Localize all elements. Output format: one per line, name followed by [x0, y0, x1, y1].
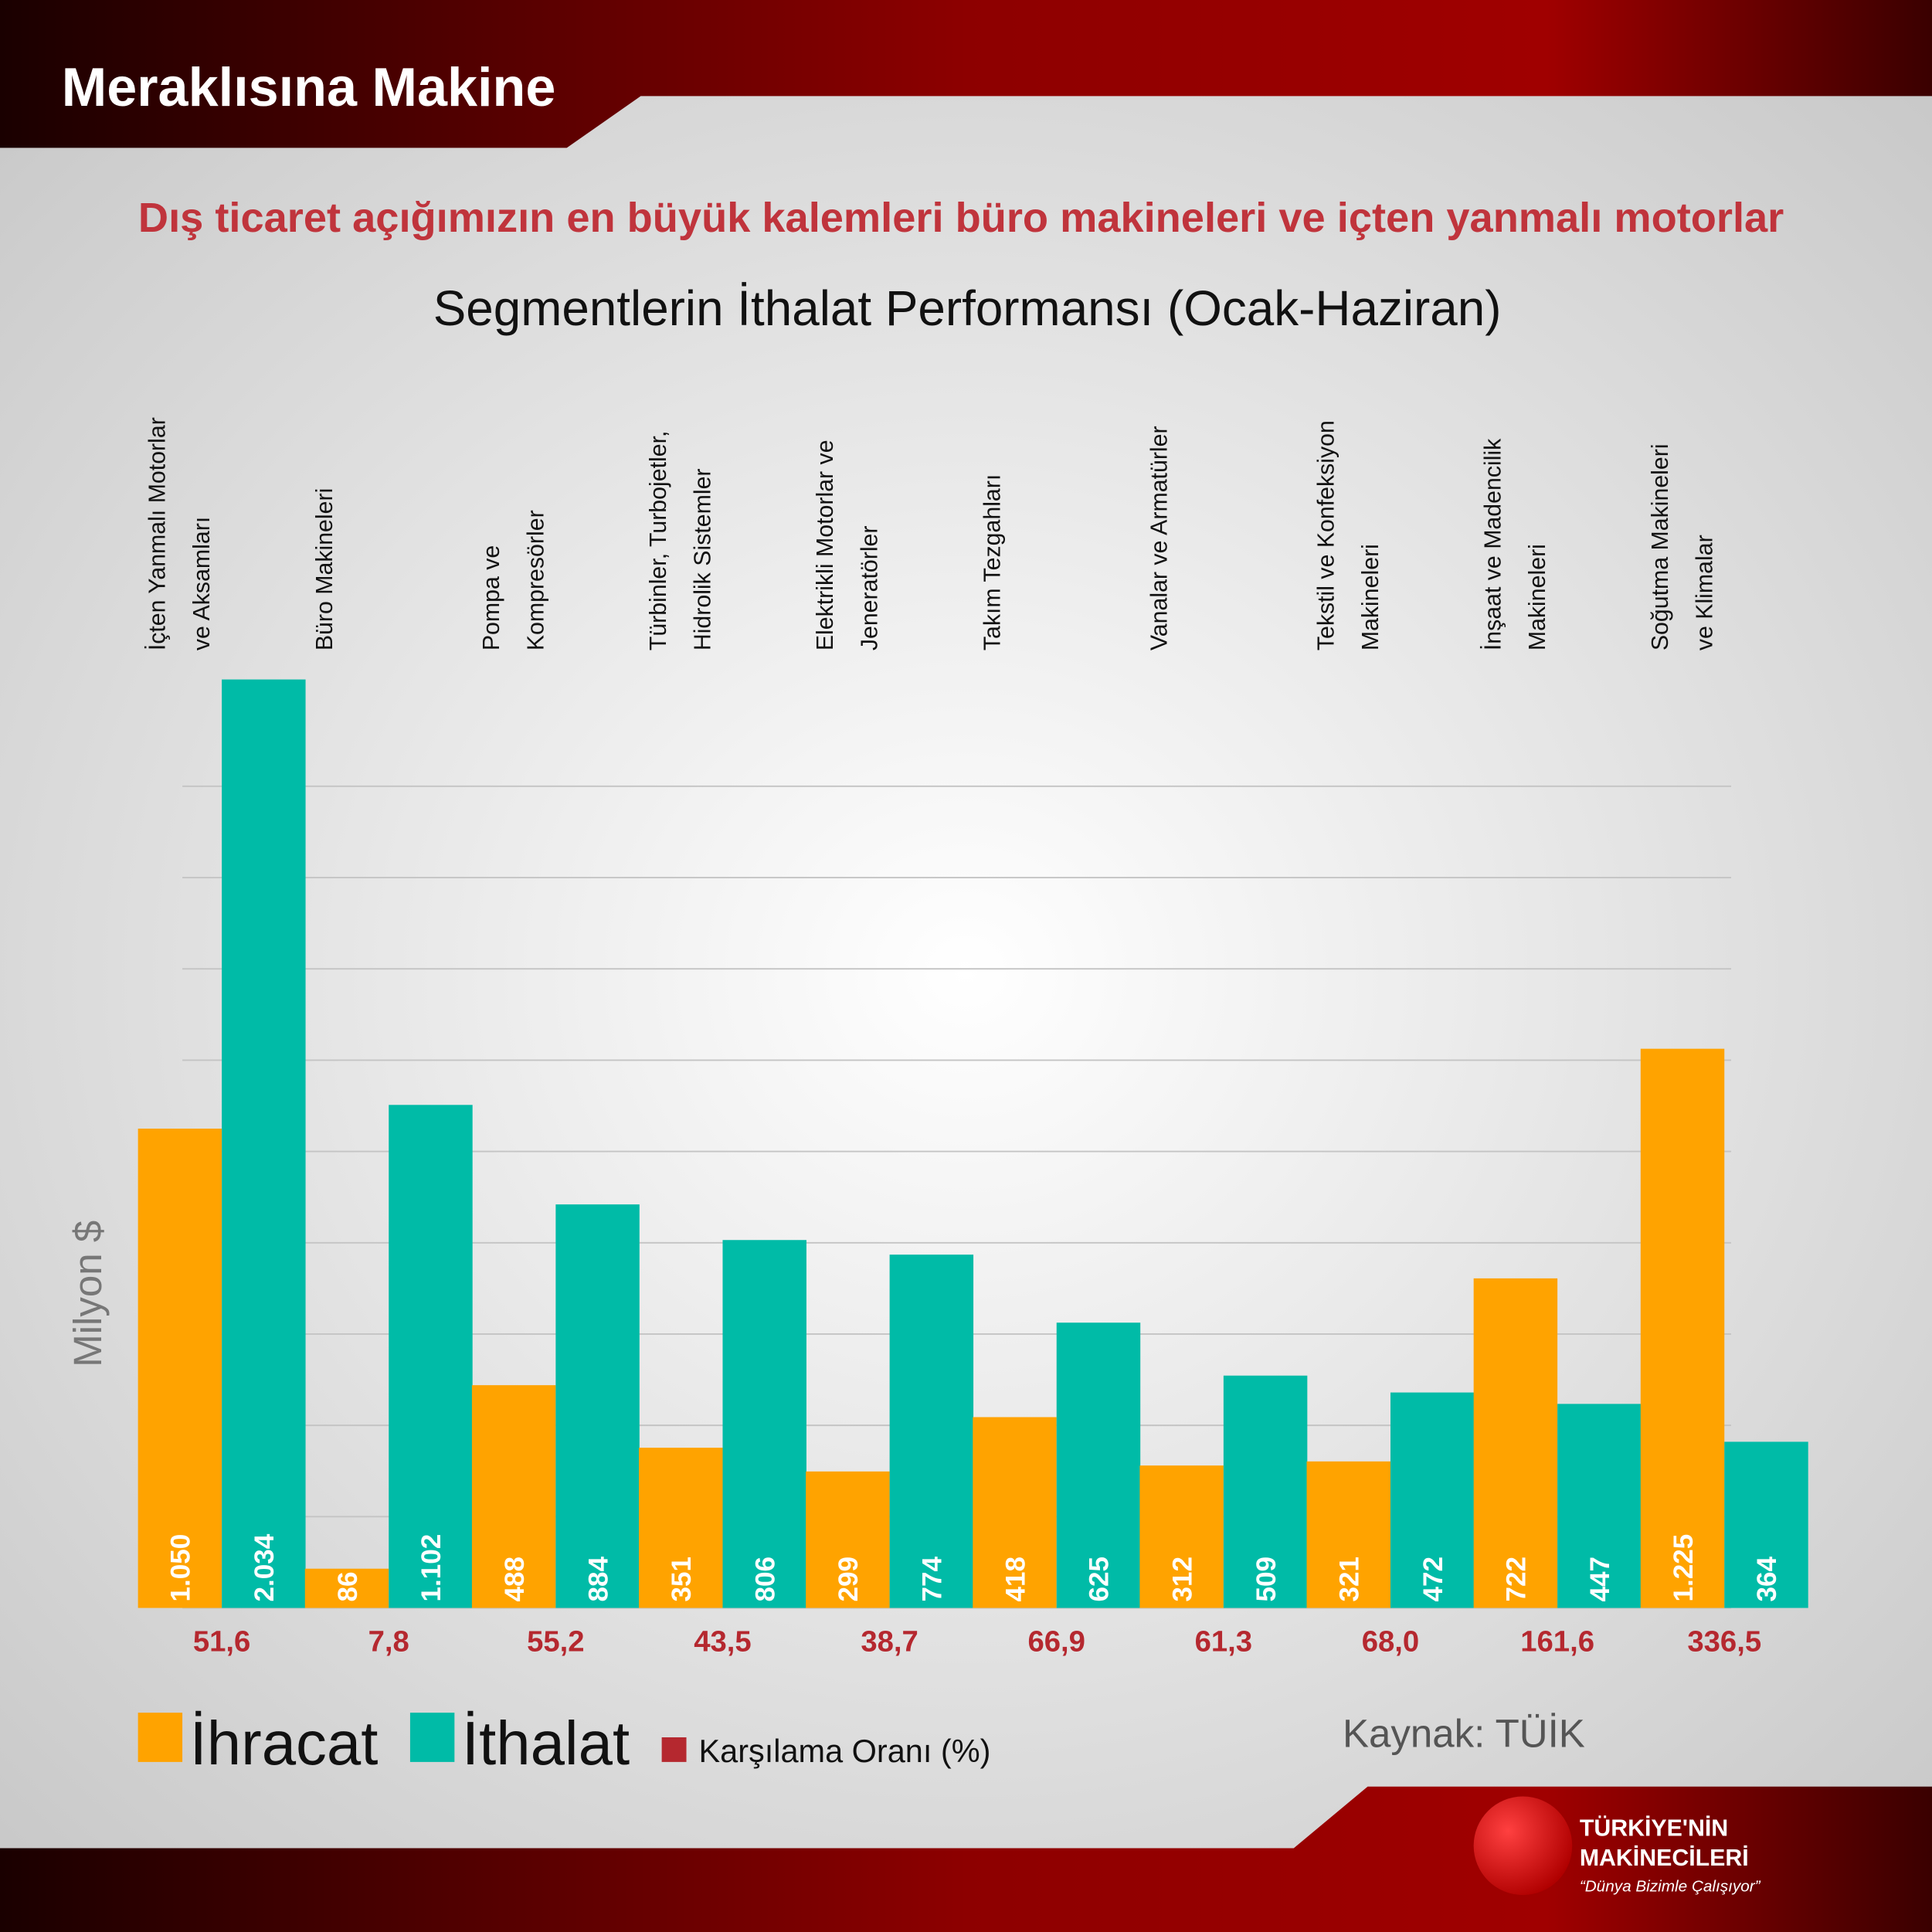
value-label: 488 [500, 1557, 530, 1602]
value-label: 364 [1752, 1557, 1782, 1602]
category-label: Tekstil ve Konfeksiyon [1314, 420, 1339, 650]
category-label: Jeneratörler [857, 526, 883, 651]
bar [1223, 1375, 1308, 1608]
bar [639, 1448, 723, 1608]
value-label: 86 [333, 1572, 363, 1602]
category-label: İnşaat ve Madencilik [1481, 438, 1506, 650]
value-label: 1.225 [1669, 1534, 1699, 1602]
value-label: 625 [1085, 1557, 1115, 1602]
value-label: 418 [1000, 1557, 1031, 1602]
value-label: 1.102 [416, 1534, 446, 1602]
category-label: Makineleri [1525, 544, 1550, 650]
value-label: 312 [1167, 1557, 1197, 1602]
category-label: Soğutma Makineleri [1648, 443, 1673, 650]
legend-swatch [661, 1737, 687, 1762]
ratio-label: 38,7 [861, 1625, 918, 1658]
value-label: 722 [1502, 1557, 1532, 1602]
bar [1473, 1278, 1558, 1608]
ratio-label: 61,3 [1195, 1625, 1252, 1658]
bar [1139, 1465, 1224, 1608]
logo-text: MAKİNECİLERİ [1580, 1845, 1749, 1871]
category-label: Takım Tezgahları [980, 474, 1005, 650]
category-label: ve Aksamları [189, 517, 215, 650]
bar [138, 1129, 222, 1608]
chart-subtitle: Segmentlerin İthalat Performansı (Ocak-H… [433, 280, 1502, 336]
bar [304, 1568, 389, 1608]
bar [1724, 1441, 1808, 1608]
bar [1640, 1048, 1725, 1608]
category-label: Hidrolik Sistemler [691, 468, 716, 650]
bar [1306, 1461, 1390, 1608]
ratio-label: 336,5 [1687, 1625, 1761, 1658]
legend-label: İhracat [190, 1709, 379, 1778]
legend-label: Karşılama Oranı (%) [698, 1733, 990, 1769]
ratio-label: 66,9 [1027, 1625, 1085, 1658]
bar [722, 1240, 806, 1608]
ratio-label: 55,2 [527, 1625, 584, 1658]
logo-circle [1473, 1796, 1573, 1896]
value-label: 472 [1418, 1557, 1448, 1602]
ratio-label: 43,5 [694, 1625, 751, 1658]
bar [1390, 1392, 1475, 1608]
category-label: Pompa ve [479, 545, 504, 650]
bar [973, 1417, 1057, 1608]
ratio-label: 51,6 [193, 1625, 250, 1658]
value-label: 884 [583, 1557, 613, 1602]
value-label: 774 [918, 1557, 948, 1602]
bar [889, 1255, 974, 1608]
y-axis-label: Milyon $ [66, 1221, 110, 1367]
ratio-label: 68,0 [1362, 1625, 1419, 1658]
bar [1056, 1323, 1141, 1608]
bar [1557, 1404, 1642, 1608]
category-label: Vanalar ve Armatürler [1146, 426, 1172, 650]
value-label: 2.034 [250, 1533, 280, 1601]
bar [471, 1385, 556, 1608]
bar [389, 1105, 473, 1608]
bar [806, 1471, 890, 1608]
legend-label: İthalat [462, 1709, 630, 1778]
value-label: 321 [1335, 1557, 1365, 1602]
category-label: Elektrikli Motorlar ve [813, 440, 838, 650]
source: Kaynak: TÜİK [1343, 1712, 1585, 1756]
value-label: 447 [1585, 1557, 1615, 1602]
value-label: 1.050 [166, 1534, 196, 1602]
chart-title: Dış ticaret açığımızın en büyük kalemler… [138, 195, 1784, 241]
category-label: Türbinler, Turbojetler, [646, 431, 671, 651]
logo-text: TÜRKİYE'NİN [1580, 1816, 1728, 1842]
bar [222, 679, 306, 1608]
header: Meraklısına Makine [62, 56, 556, 117]
legend-swatch [138, 1713, 183, 1762]
value-label: 299 [834, 1557, 864, 1602]
ratio-label: 161,6 [1520, 1625, 1594, 1658]
logo-slogan: “Dünya Bizimle Çalışıyor” [1580, 1877, 1761, 1895]
category-label: Kompresörler [523, 510, 548, 650]
ratio-label: 7,8 [368, 1625, 409, 1658]
bar [555, 1204, 640, 1608]
value-label: 509 [1251, 1557, 1282, 1602]
category-label: İçten Yanmalı Motorlar [145, 417, 171, 650]
legend-swatch [409, 1713, 455, 1762]
value-label: 351 [667, 1557, 697, 1602]
category-label: ve Klimalar [1692, 535, 1717, 650]
value-label: 806 [750, 1557, 780, 1602]
category-label: Büro Makineleri [312, 488, 338, 650]
category-label: Makineleri [1358, 544, 1384, 650]
